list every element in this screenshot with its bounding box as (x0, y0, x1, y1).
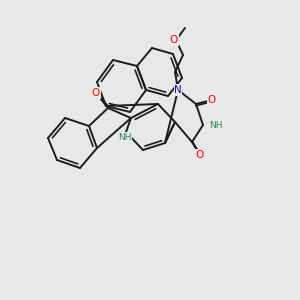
Text: NH: NH (118, 133, 132, 142)
Text: O: O (170, 35, 178, 45)
Text: N: N (174, 85, 182, 95)
Text: O: O (208, 95, 216, 105)
Text: O: O (196, 150, 204, 160)
Text: O: O (92, 88, 100, 98)
Text: NH: NH (209, 121, 223, 130)
